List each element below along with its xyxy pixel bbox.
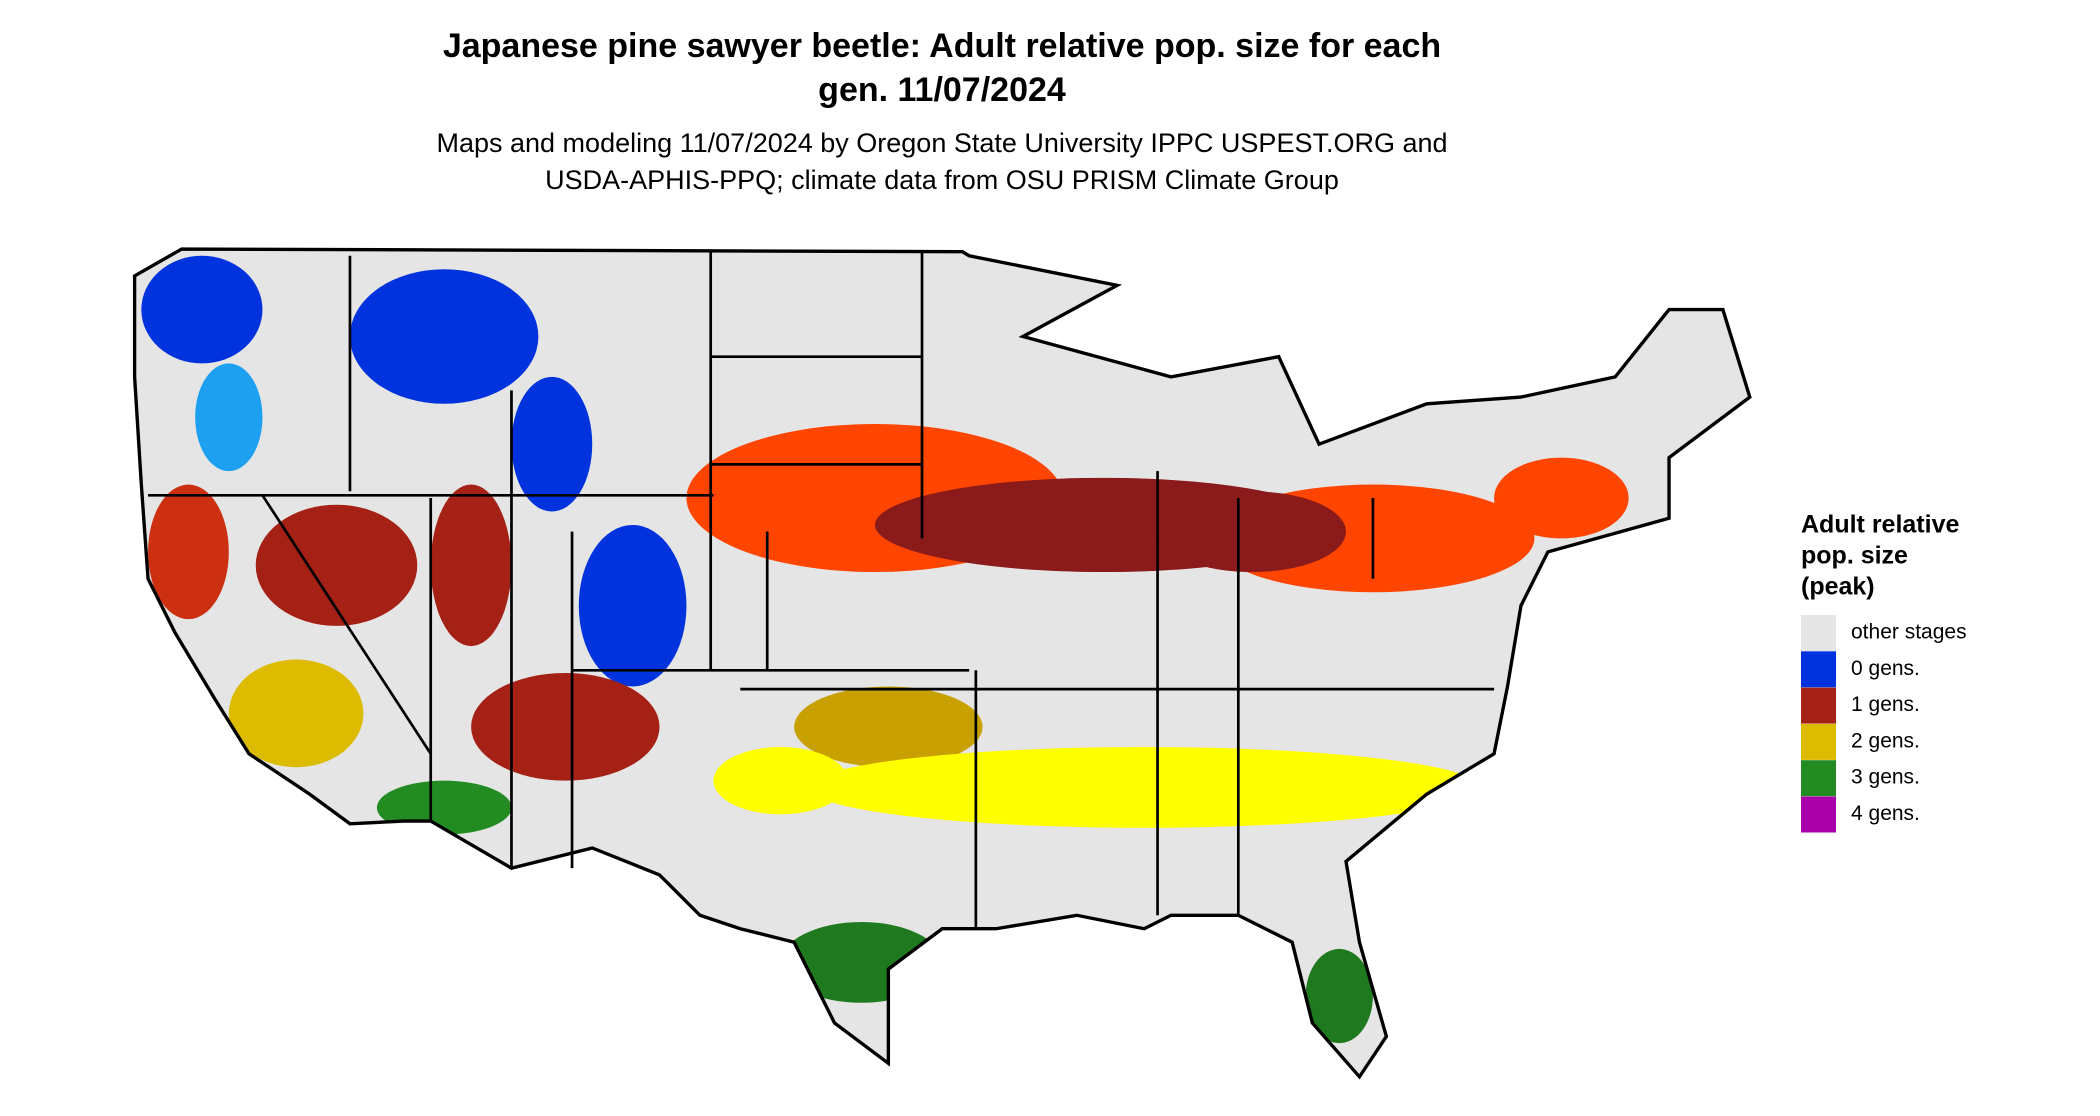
region [1305, 948, 1373, 1044]
legend-label: 0 gens. [1851, 657, 1920, 680]
legend-label: 4 gens. [1851, 802, 1920, 825]
legend-label: 3 gens. [1851, 766, 1920, 789]
legend: Adult relative pop. size (peak) other st… [1801, 511, 1967, 833]
subtitle-line: USDA-APHIS-PPQ; climate data from OSU PR… [545, 165, 1339, 195]
region [228, 659, 364, 768]
map-regions [141, 255, 1629, 1044]
map [132, 247, 1752, 1079]
region [578, 524, 687, 687]
region [807, 747, 1481, 828]
legend-swatch [1801, 615, 1836, 651]
region [794, 686, 983, 768]
legend-swatch [1801, 651, 1836, 688]
region [1494, 457, 1629, 539]
title-line: Japanese pine sawyer beetle: Adult relat… [443, 27, 1441, 65]
legend-title: (peak) [1801, 573, 1875, 601]
region [255, 504, 418, 626]
state-borders [148, 251, 1495, 929]
legend-swatch [1801, 687, 1836, 724]
region [1157, 491, 1346, 573]
region [141, 255, 263, 364]
title-line: gen. 11/07/2024 [818, 71, 1066, 109]
region [148, 484, 229, 620]
legend-title: pop. size [1801, 542, 1908, 570]
region [471, 673, 660, 781]
region [349, 269, 539, 404]
legend-swatch [1801, 723, 1836, 760]
region [713, 747, 848, 815]
legend-label: 2 gens. [1851, 729, 1920, 752]
legend-label: other stages [1851, 621, 1967, 644]
legend-title: Adult relative [1801, 511, 1959, 539]
region [430, 484, 512, 647]
region [195, 363, 263, 472]
legend-label: 1 gens. [1851, 693, 1920, 716]
region [511, 376, 593, 512]
subtitle-line: Maps and modeling 11/07/2024 by Oregon S… [436, 128, 1447, 158]
legend-swatch [1801, 796, 1836, 833]
legend-swatch [1801, 760, 1836, 797]
